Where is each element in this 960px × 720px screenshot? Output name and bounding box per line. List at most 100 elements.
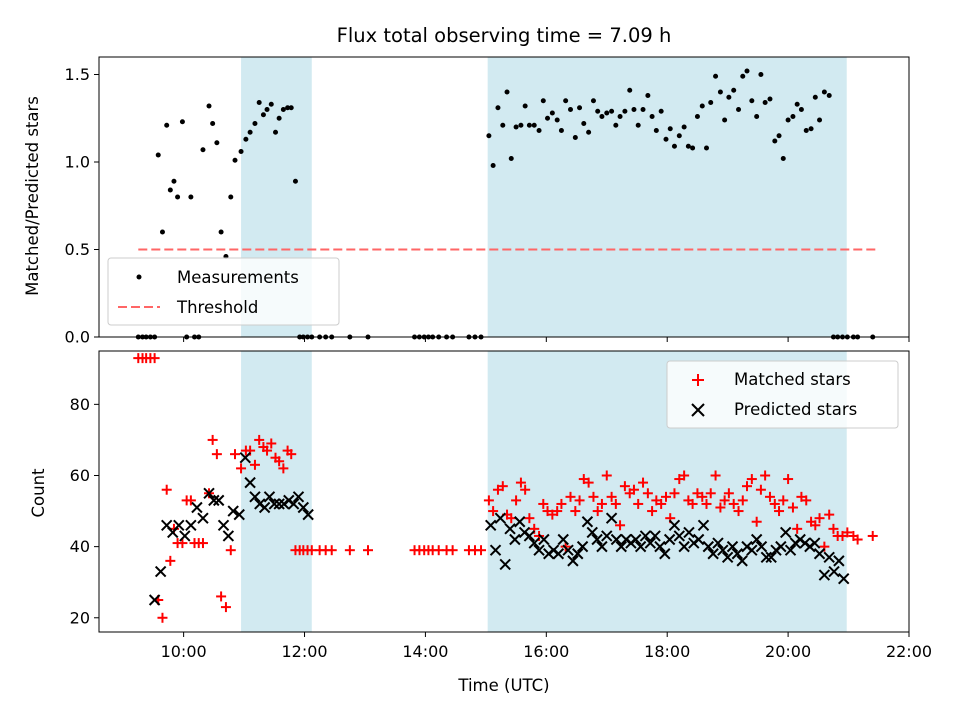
matched-star-point [642,488,653,499]
predicted-star-point [222,530,235,542]
legend-label-matched: Matched stars [734,370,851,389]
x-ticks: 10:00 12:00 14:00 16:00 18:00 20:00 22:00 [161,632,932,661]
x-ticks [183,337,910,342]
measurement-point [256,100,262,105]
matched-star-point [483,495,494,506]
matched-star-point [211,449,222,460]
predicted-star-point [765,551,777,564]
predicted-star-point [528,537,540,549]
matched-star-point [867,530,878,541]
count-panel: 20 40 60 80 10:00 12:00 14:00 16:00 18:00 20:00 2… [29,350,932,695]
measurement-point [590,98,596,104]
measurement-point [780,156,786,161]
predicted-star-point [197,512,209,524]
matched-star-point [362,545,373,556]
matched-star-point [733,506,744,517]
predicted-star-point [692,533,705,546]
legend-label-measurements: Measurements [177,268,299,287]
matched-star-point [852,534,863,545]
measurement-point [522,103,528,109]
matched-star-point [278,463,289,474]
predicted-star-point [514,516,526,528]
measurement-point [772,138,778,144]
y-tick-label: 60 [70,466,90,485]
measurement-point [577,105,583,111]
predicted-star-point [731,548,744,560]
chart-title: Flux total observing time = 7.09 h [337,24,672,47]
measurement-point [536,128,542,133]
matched-star-point [266,438,277,449]
measurement-point [794,101,800,107]
measurement-point [567,107,573,112]
matched-star-point [596,498,607,509]
matched-star-point [705,488,716,499]
predicted-star-point [838,572,850,585]
predicted-star-point [567,555,579,567]
measurement-points [135,68,876,340]
y-axis-label: Count [29,468,48,518]
matched-star-point [737,495,748,506]
measurement-point [581,121,587,126]
matched-star-point [746,474,757,485]
measurement-point [175,194,181,200]
predicted-star-point [668,519,681,531]
matched-star-point [710,470,721,481]
predicted-star-point [639,530,652,542]
predicted-star-point [721,551,734,564]
legend-label-predicted: Predicted stars [734,400,857,419]
predicted-star-point [697,519,710,531]
matched-star-point [506,513,517,524]
y-tick-label: 40 [70,537,90,556]
matched-star-point [606,491,617,502]
matched-star-point [628,484,639,495]
matched-star-point [755,484,766,495]
measurement-point [247,129,253,135]
predicted-star-point [292,491,305,503]
matched-star-point [225,545,236,556]
y-tick-label: 20 [70,608,90,627]
shaded-interval [487,57,847,337]
measurement-point [486,133,492,139]
measurement-point [179,119,185,125]
predicted-star-point [557,533,569,546]
measurement-point [504,89,510,95]
measurement-point [690,145,696,151]
predicted-star-point [634,540,647,553]
x-axis-label: Time (UTC) [457,676,549,695]
plot-frame [98,56,910,338]
matched-star-point [687,498,698,509]
predicted-star-point [297,501,310,514]
predicted-star-point [775,540,787,553]
predicted-star-point [523,530,536,542]
predicted-star-point [562,544,574,556]
y-tick-label: 1.0 [65,153,90,172]
predicted-star-point [833,555,845,567]
measurement-point [188,194,194,200]
matched-star-point [619,481,630,492]
matched-star-point [254,434,265,445]
matched-star-point [656,498,667,509]
measurement-point [812,94,818,100]
matched-star-point [565,491,576,502]
measurement-point [268,101,274,107]
measurement-point [821,89,827,95]
measurement-point [238,149,244,154]
measurement-point [595,108,601,114]
measurement-point [518,122,524,128]
matched-star-point [751,516,762,527]
measurement-point [285,105,291,111]
measurement-point [808,126,814,132]
predicted-star-point [504,523,516,535]
matched-star-point [669,488,680,499]
predicted-star-point [663,533,676,546]
shaded-interval [241,351,312,632]
matched-star-point [592,506,603,517]
predicted-star-point [489,544,502,556]
predicted-star-point [736,555,748,567]
predicted-star-point [678,540,690,553]
matched-star-point [249,459,260,470]
measurement-point [513,124,519,130]
measurement-point [694,114,700,119]
predicted-star-point [499,558,511,571]
matched-star-point [760,470,771,481]
